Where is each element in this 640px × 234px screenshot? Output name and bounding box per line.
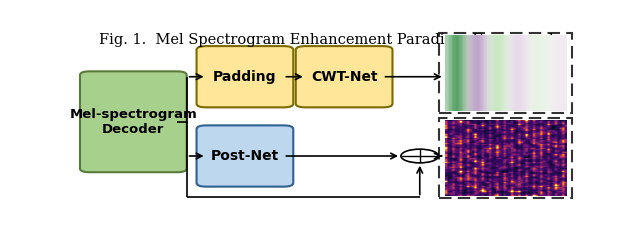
Text: Fig. 1.  Mel Spectrogram Enhancement Paradigm Framework: Fig. 1. Mel Spectrogram Enhancement Para…	[99, 33, 557, 48]
Bar	[438, 33, 572, 113]
FancyBboxPatch shape	[196, 46, 293, 107]
Text: CWT-Net: CWT-Net	[311, 70, 378, 84]
Text: Padding: Padding	[213, 70, 276, 84]
FancyBboxPatch shape	[296, 46, 392, 107]
FancyBboxPatch shape	[196, 125, 293, 187]
FancyBboxPatch shape	[80, 71, 187, 172]
Bar	[438, 118, 572, 198]
Text: Post-Net: Post-Net	[211, 149, 279, 163]
Text: Mel-spectrogram
Decoder: Mel-spectrogram Decoder	[70, 108, 197, 136]
